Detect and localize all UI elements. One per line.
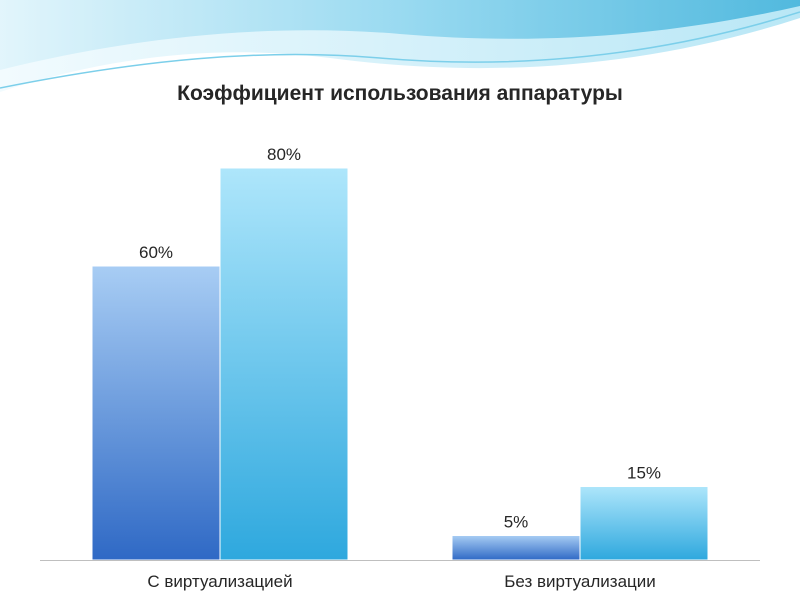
decorative-wave-header (0, 0, 800, 92)
labels-group: 60% 80% С виртуализацией 5% 15% Без виртуализ… (139, 145, 661, 591)
wave-line (0, 11, 800, 89)
chart-title: Коэффициент использования аппаратуры (177, 82, 623, 105)
wave-front (0, 0, 800, 70)
bar-1-series-1 (91, 265, 221, 561)
data-label-1-series-1: 60% (139, 243, 173, 262)
data-label-1-series-2: 80% (267, 145, 301, 164)
bar-2-series-1 (451, 535, 581, 561)
bars-group (91, 167, 709, 561)
category-label-1: С виртуализацией (147, 572, 292, 591)
category-label-2: Без виртуализации (504, 572, 656, 591)
data-label-2-series-1: 5% (504, 513, 529, 532)
bar-1-series-2 (219, 167, 349, 561)
data-label-2-series-2: 15% (627, 464, 661, 483)
bar-2-series-2 (579, 486, 709, 561)
